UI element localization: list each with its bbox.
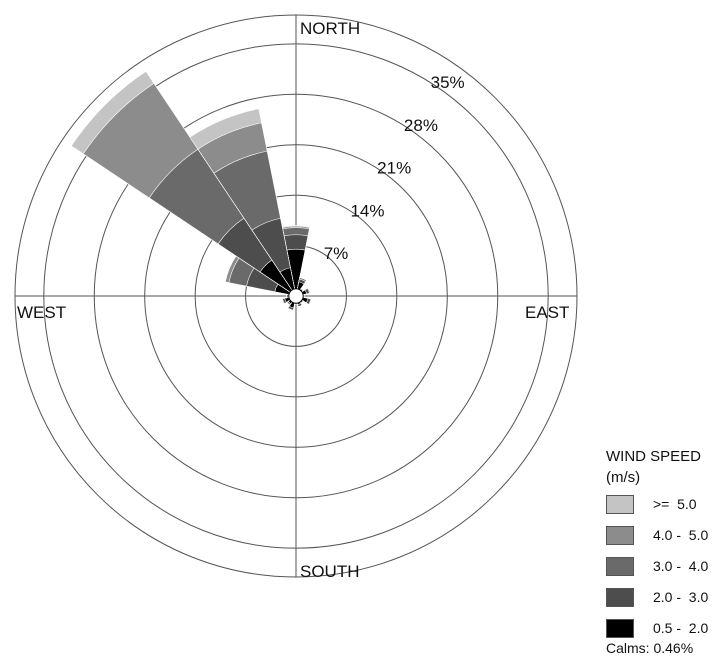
legend-title: WIND SPEED (m/s) (606, 446, 718, 488)
direction-label-north: NORTH (300, 19, 360, 38)
wind-petals (70, 70, 312, 311)
legend-label: 4.0 - 5.0 (653, 527, 709, 543)
legend-title-line1: WIND SPEED (606, 448, 702, 465)
direction-label-east: EAST (525, 303, 569, 322)
legend-label: >= 5.0 (653, 496, 697, 512)
direction-label-west: WEST (17, 303, 66, 322)
legend-title-line2: (m/s) (606, 469, 641, 486)
calms-label: Calms: 0.46% (606, 640, 694, 656)
ring-label: 7% (324, 244, 349, 263)
legend-label: 2.0 - 3.0 (653, 589, 709, 605)
legend-item: 3.0 - 4.0 (606, 553, 718, 581)
legend-item: >= 5.0 (606, 491, 718, 519)
legend: WIND SPEED (m/s) >= 5.0 4.0 - 5.0 3.0 - … (606, 446, 718, 643)
ring-label: 14% (350, 201, 384, 220)
legend-swatch (606, 526, 634, 545)
legend-label: 0.5 - 2.0 (653, 620, 709, 636)
legend-swatch (606, 619, 634, 638)
legend-swatch (606, 495, 634, 514)
chart-labels: NORTH EAST SOUTH WEST 7% 14% 21% 28% 35% (17, 19, 569, 581)
legend-swatch (606, 557, 634, 576)
legend-swatch (606, 588, 634, 607)
legend-label: 3.0 - 4.0 (653, 558, 709, 574)
legend-item: 2.0 - 3.0 (606, 584, 718, 612)
legend-item: 0.5 - 2.0 (606, 615, 718, 643)
direction-label-south: SOUTH (300, 562, 360, 581)
ring-label: 28% (404, 116, 438, 135)
ring-label: 35% (431, 73, 465, 92)
ring-label: 21% (377, 159, 411, 178)
calms-circle (288, 288, 304, 304)
legend-item: 4.0 - 5.0 (606, 522, 718, 550)
